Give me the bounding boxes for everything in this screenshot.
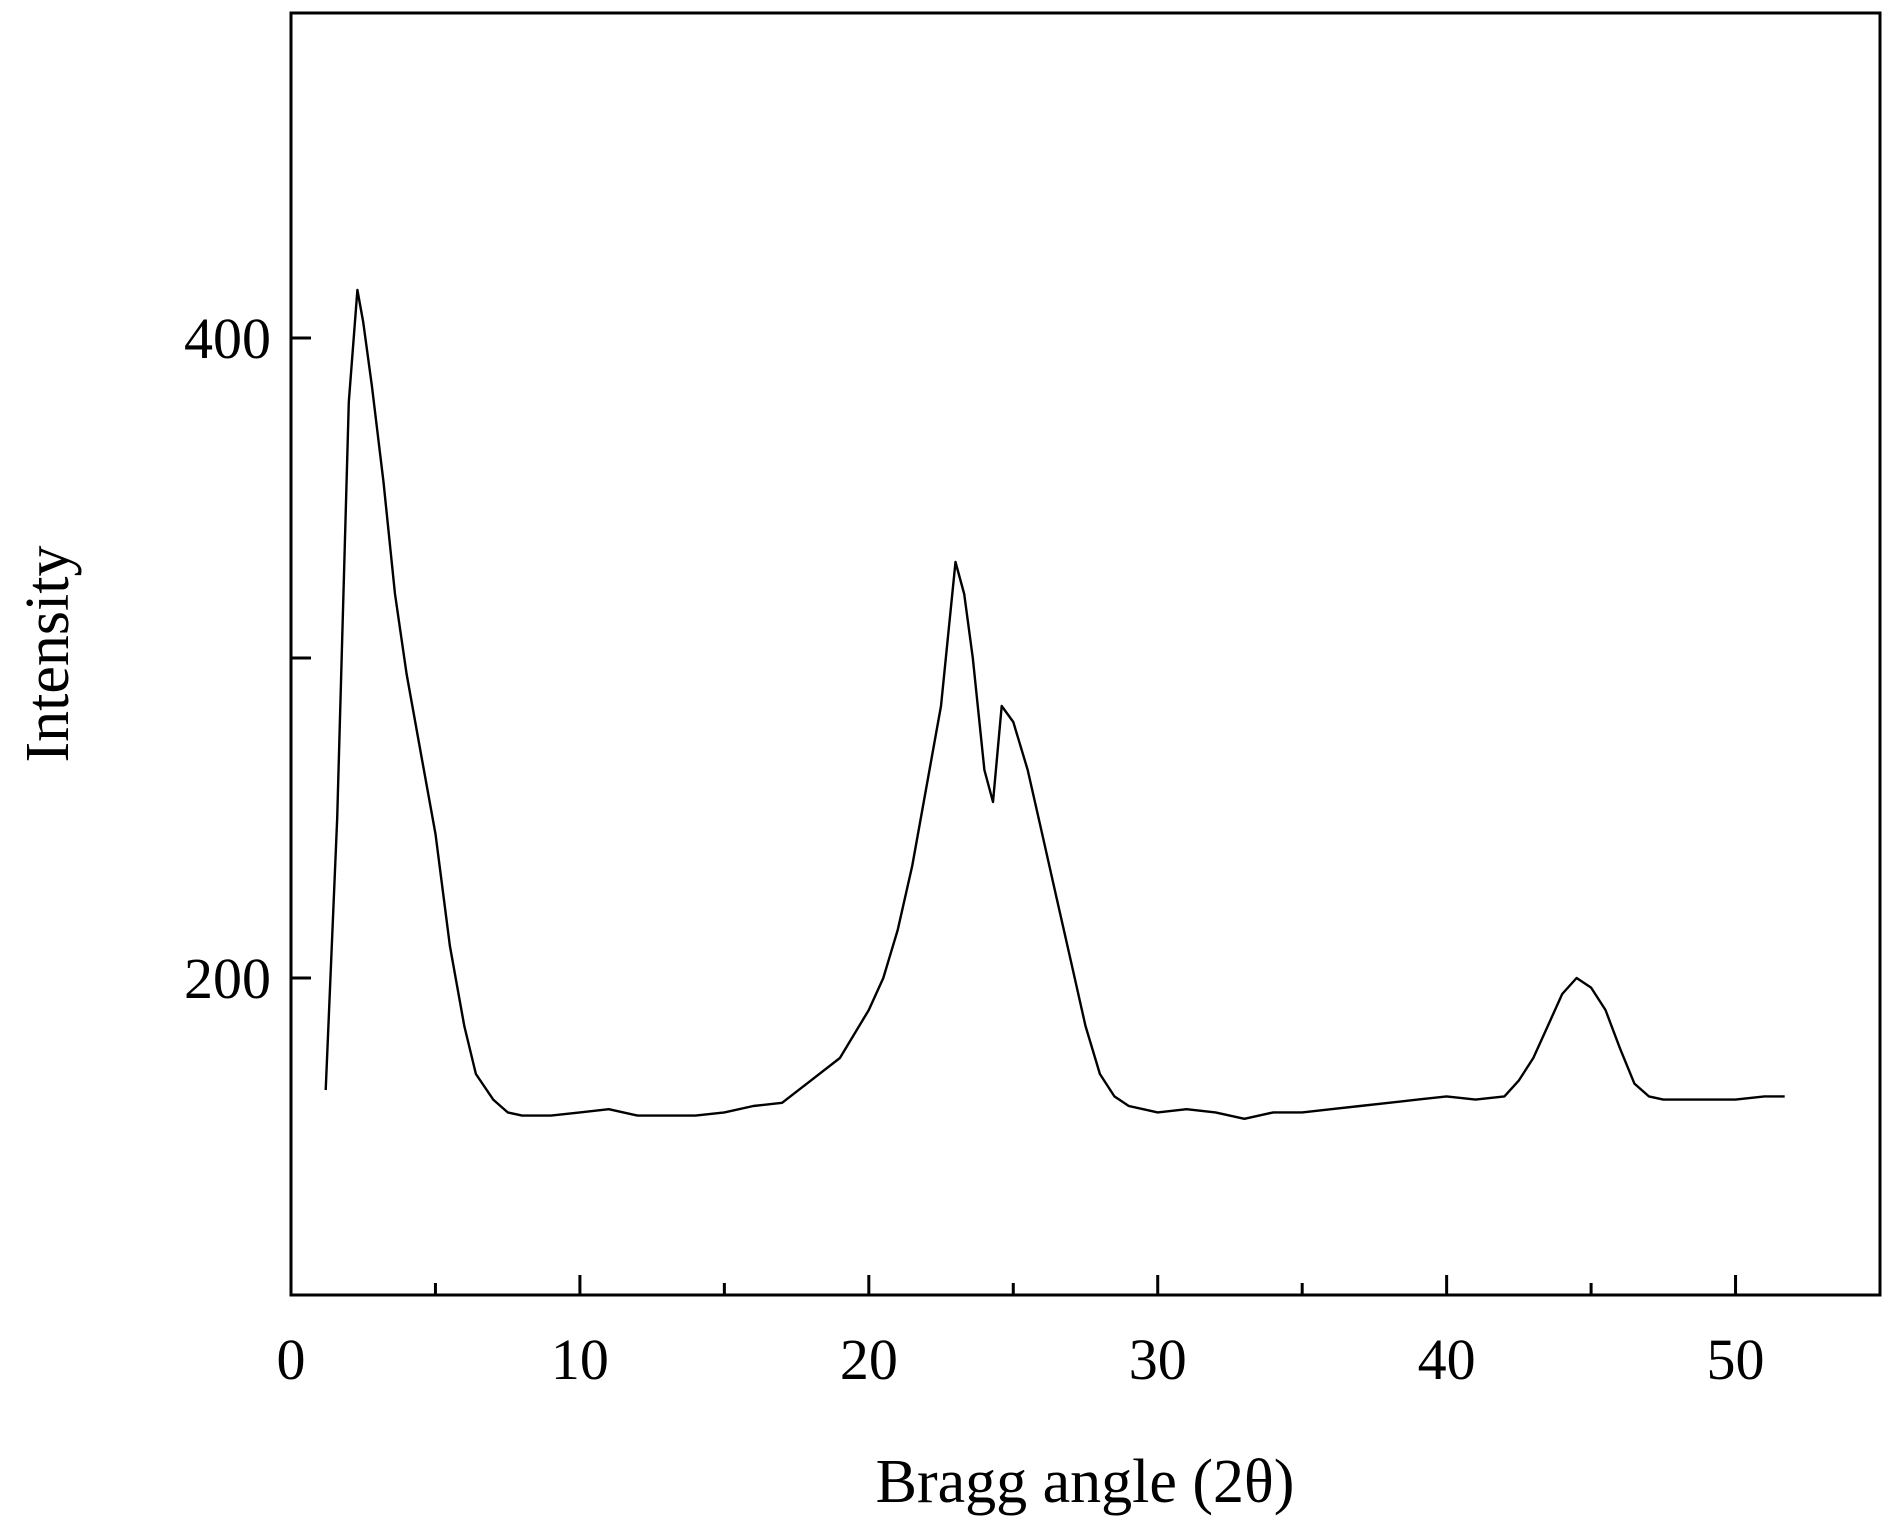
series-line-0: [324, 288, 1785, 1121]
y-axis-title: Intensity: [14, 546, 82, 763]
series-group: [324, 288, 1785, 1121]
y-axis-ticks: 200 400: [184, 306, 311, 1011]
x-tick-label: 30: [1129, 1327, 1187, 1392]
x-axis-title: Bragg angle (2θ): [876, 1448, 1295, 1516]
x-tick-label: 50: [1707, 1327, 1765, 1392]
x-axis-ticks: 0 10 20 30 40 50: [277, 1275, 1765, 1392]
y-tick-label: 200: [184, 946, 271, 1011]
x-tick-label: 10: [551, 1327, 609, 1392]
x-tick-label: 40: [1418, 1327, 1476, 1392]
x-tick-label: 20: [840, 1327, 898, 1392]
y-tick-label: 400: [184, 306, 271, 371]
plot-frame: [289, 11, 1882, 1297]
x-tick-label: 0: [277, 1327, 306, 1392]
